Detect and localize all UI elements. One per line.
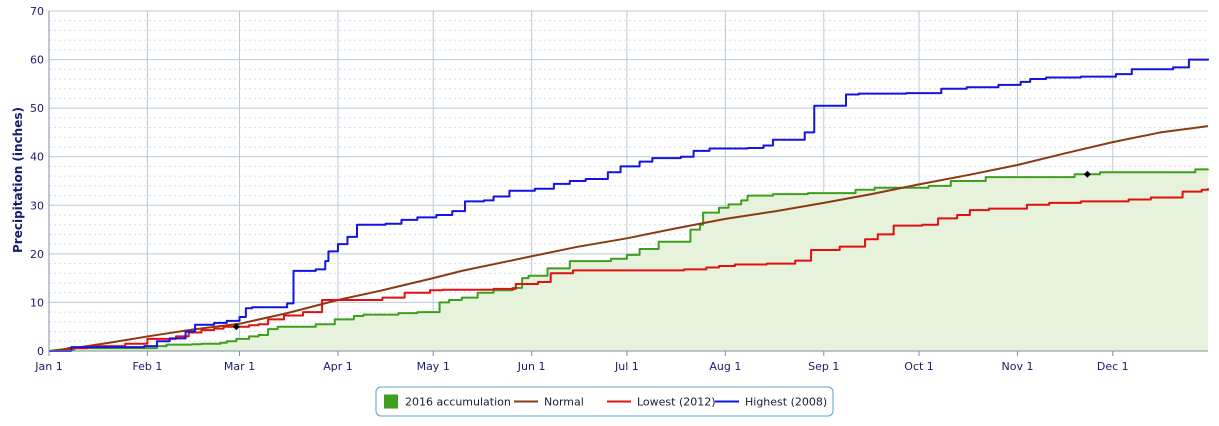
y-tick-label: 0 <box>37 345 44 358</box>
x-tick-label: Dec 1 <box>1097 360 1129 373</box>
x-tick-label: Nov 1 <box>1001 360 1033 373</box>
x-tick-label: Oct 1 <box>904 360 934 373</box>
y-tick-label: 50 <box>30 102 44 115</box>
x-tick-label: Jul 1 <box>614 360 639 373</box>
legend-label: 2016 accumulation <box>405 396 511 409</box>
series-line-2016-accumulation <box>49 168 1209 352</box>
series-line-lowest-2012 <box>49 188 1209 352</box>
x-tick-label: Apr 1 <box>323 360 353 373</box>
x-tick-label: May 1 <box>417 360 450 373</box>
y-tick-label: 60 <box>30 54 44 67</box>
y-tick-label: 10 <box>30 296 44 309</box>
legend-item-2016-accumulation[interactable]: 2016 accumulation <box>384 394 511 409</box>
x-tick-label: Aug 1 <box>709 360 741 373</box>
y-tick-label: 30 <box>30 199 44 212</box>
x-tick-label: Sep 1 <box>808 360 839 373</box>
y-tick-label: 40 <box>30 151 44 164</box>
x-tick-label: Jun 1 <box>517 360 546 373</box>
legend-label: Normal <box>544 396 584 409</box>
legend-item-normal[interactable]: Normal <box>514 396 584 409</box>
series-lowest-2012 <box>49 188 1209 352</box>
y-axis-label: Precipitation (inches) <box>11 107 25 253</box>
series-marker-2016-accumulation <box>1083 170 1091 178</box>
legend: 2016 accumulation Normal Lowest (2012) High… <box>375 386 834 417</box>
series-marker-lowest-2012 <box>232 323 240 331</box>
legend-item-lowest-2012[interactable]: Lowest (2012) <box>607 396 716 409</box>
y-tick-label: 20 <box>30 248 44 261</box>
series-line-highest-2008 <box>49 58 1209 352</box>
x-tick-label: Feb 1 <box>132 360 162 373</box>
x-tick-label: Mar 1 <box>224 360 255 373</box>
series-line-normal <box>48 125 1209 352</box>
y-tick-label: 70 <box>30 5 44 18</box>
x-tick-label: Jan 1 <box>34 360 62 373</box>
legend-item-highest-2008[interactable]: Highest (2008) <box>715 396 827 409</box>
legend-label: Lowest (2012) <box>637 396 716 409</box>
legend-swatch <box>384 394 398 409</box>
series-highest-2008 <box>49 58 1209 352</box>
series-area-2016-accumulation <box>49 168 1208 351</box>
legend-box <box>375 386 834 417</box>
series-2016-accumulation <box>49 168 1209 352</box>
axes: 0 10 20 30 40 50 60 70 Jan 1 Feb 1 Mar 1 Apr 1 May 1… <box>30 5 1208 373</box>
series-layer <box>48 58 1209 352</box>
legend-label: Highest (2008) <box>745 396 827 409</box>
series-normal <box>48 125 1209 352</box>
